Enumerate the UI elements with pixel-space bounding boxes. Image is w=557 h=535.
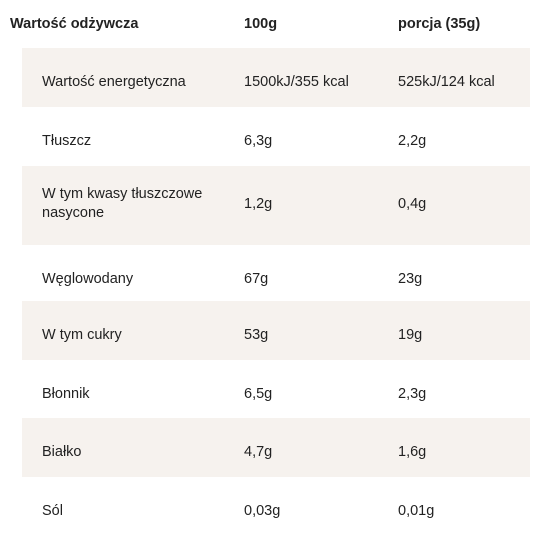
table-row: W tym kwasy tłuszczowe nasycone 1,2g 0,4… xyxy=(22,166,530,245)
table-row: Sól 0,03g 0,01g xyxy=(22,477,530,535)
row-per-100g: 1,2g xyxy=(244,196,273,212)
row-per-portion: 2,3g xyxy=(398,386,427,402)
row-per-portion: 19g xyxy=(398,327,423,343)
table-row: Węglowodany 67g 23g xyxy=(22,245,530,301)
table-row: W tym cukry 53g 19g xyxy=(22,301,530,360)
nutrition-table: Wartość odżywcza 100g porcja (35g) Warto… xyxy=(10,0,530,535)
row-per-portion: 23g xyxy=(398,271,423,287)
table-row: Białko 4,7g 1,6g xyxy=(22,418,530,477)
row-nutrient-name: Tłuszcz xyxy=(42,133,92,149)
table-row: Wartość energetyczna 1500kJ/355 kcal 525… xyxy=(22,48,530,107)
row-nutrient-name: Węglowodany xyxy=(42,271,134,287)
row-per-100g: 6,3g xyxy=(244,133,273,149)
row-nutrient-name: W tym cukry xyxy=(42,327,122,343)
table-header: Wartość odżywcza 100g porcja (35g) xyxy=(10,0,530,48)
row-nutrient-name: Białko xyxy=(42,444,82,460)
row-nutrient-name: Sól xyxy=(42,503,63,519)
header-per-portion: porcja (35g) xyxy=(398,16,481,32)
row-per-portion: 1,6g xyxy=(398,444,427,460)
row-per-portion: 0,01g xyxy=(398,503,435,519)
table-row: Błonnik 6,5g 2,3g xyxy=(22,360,530,418)
table-row: Tłuszcz 6,3g 2,2g xyxy=(22,107,530,166)
row-per-100g: 6,5g xyxy=(244,386,273,402)
row-per-portion: 2,2g xyxy=(398,133,427,149)
row-per-100g: 67g xyxy=(244,271,269,287)
row-nutrient-name: Błonnik xyxy=(42,386,90,402)
row-per-100g: 1500kJ/355 kcal xyxy=(244,74,349,90)
row-nutrient-name: Wartość energetyczna xyxy=(42,74,186,90)
row-per-portion: 0,4g xyxy=(398,196,427,212)
header-per-100g: 100g xyxy=(244,16,278,32)
row-nutrient-name: W tym kwasy tłuszczowe nasycone xyxy=(42,186,203,221)
row-per-portion: 525kJ/124 kcal xyxy=(398,74,495,90)
row-per-100g: 4,7g xyxy=(244,444,273,460)
row-per-100g: 0,03g xyxy=(244,503,281,519)
row-per-100g: 53g xyxy=(244,327,269,343)
header-nutrient: Wartość odżywcza xyxy=(10,16,139,32)
